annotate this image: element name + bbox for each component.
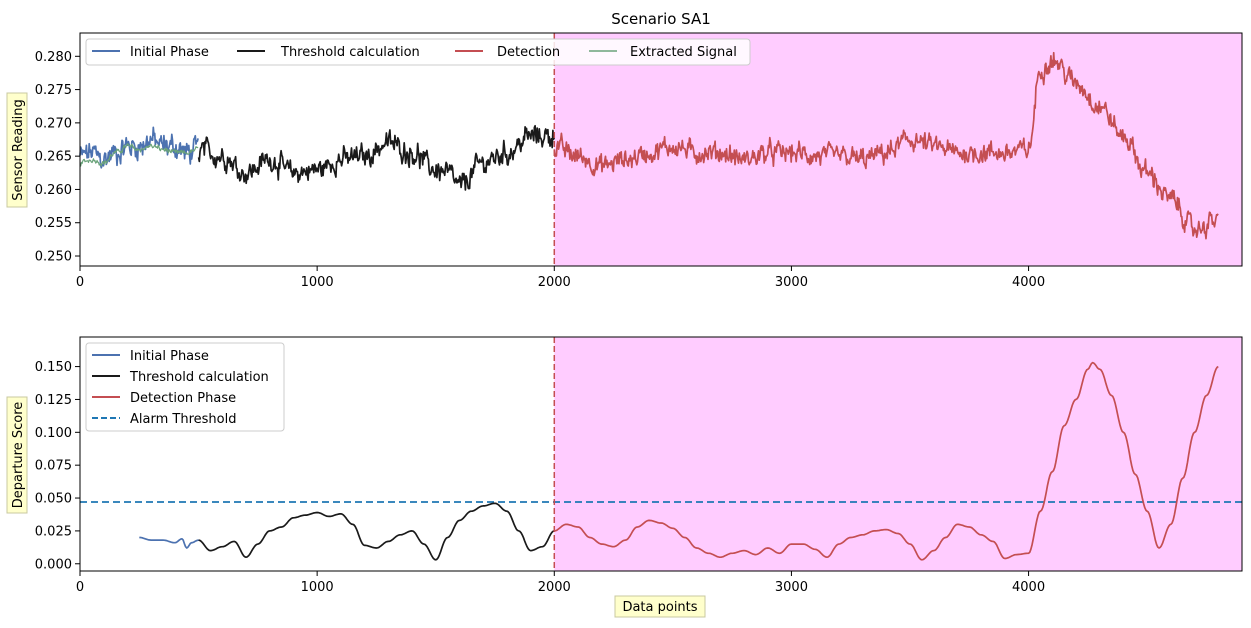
bot-xtick-label: 4000 bbox=[1012, 580, 1045, 595]
bot-ytick-label: 0.150 bbox=[35, 360, 72, 375]
top-legend: Initial Phase Threshold calculation Dete… bbox=[85, 38, 751, 66]
bot-ytick-label: 0.125 bbox=[35, 393, 72, 408]
bottom-xlabel-box bbox=[614, 595, 706, 618]
top-ylabel-box bbox=[6, 92, 28, 208]
top-series-extracted-signal bbox=[79, 143, 199, 167]
top-ytick-label: 0.260 bbox=[35, 183, 72, 198]
bot-ytick-label: 0.025 bbox=[35, 524, 72, 539]
bot-series-initial-phase bbox=[139, 536, 199, 549]
top-series-detection bbox=[553, 51, 1219, 240]
bot-series-detection-phase bbox=[554, 361, 1219, 561]
bot-ytick-label: 0.050 bbox=[35, 492, 72, 507]
top-ylabel-group: Sensor Reading bbox=[6, 92, 28, 208]
bottom-legend-label-alarm: Alarm Threshold bbox=[130, 412, 236, 427]
top-chart-title: Scenario SA1 bbox=[611, 10, 711, 28]
bot-xtick-label: 3000 bbox=[775, 580, 808, 595]
top-ytick-label: 0.270 bbox=[35, 116, 72, 131]
bottom-legend-label-threshold: Threshold calculation bbox=[129, 370, 269, 385]
top-legend-label-detection: Detection bbox=[497, 45, 560, 60]
top-ytick-label: 0.250 bbox=[35, 250, 72, 265]
top-ylabel: Sensor Reading bbox=[11, 99, 26, 200]
top-legend-label-initial: Initial Phase bbox=[130, 45, 209, 60]
bottom-ylabel-group: Departure Score bbox=[6, 396, 28, 514]
top-xtick-label: 1000 bbox=[301, 275, 334, 290]
top-xtick-label: 3000 bbox=[775, 275, 808, 290]
bottom-xlabel: Data points bbox=[622, 600, 697, 615]
top-xtick-label: 0 bbox=[76, 275, 84, 290]
bottom-legend: Initial Phase Threshold calculation Dete… bbox=[85, 342, 285, 432]
bottom-plot-frame bbox=[79, 336, 1243, 572]
bot-ytick-label: 0.075 bbox=[35, 459, 72, 474]
bot-xtick-label: 2000 bbox=[538, 580, 571, 595]
bot-xtick-label: 1000 bbox=[301, 580, 334, 595]
top-ytick-label: 0.280 bbox=[35, 50, 72, 65]
top-legend-label-extracted: Extracted Signal bbox=[630, 45, 737, 60]
bot-ytick-label: 0.000 bbox=[35, 557, 72, 572]
top-legend-frame bbox=[85, 38, 751, 66]
departure-score-chart: 0 1000 2000 3000 4000 0.000 0.025 0.050 0.075 0.… bbox=[6, 336, 1243, 618]
bot-ytick-label: 0.100 bbox=[35, 426, 72, 441]
top-series-threshold-calculation bbox=[197, 124, 556, 191]
bottom-legend-label-initial: Initial Phase bbox=[130, 349, 209, 364]
bottom-ylabel: Departure Score bbox=[11, 402, 26, 509]
bottom-detection-shaded-region bbox=[554, 337, 1242, 571]
bottom-xlabel-group: Data points bbox=[614, 595, 706, 618]
bot-series-threshold-calculation bbox=[198, 502, 555, 561]
bottom-legend-frame bbox=[85, 342, 285, 432]
bottom-ylabel-box bbox=[6, 396, 28, 514]
top-ytick-label: 0.275 bbox=[35, 83, 72, 98]
top-ytick-label: 0.265 bbox=[35, 150, 72, 165]
sensor-reading-chart: 0 1000 2000 3000 4000 0.250 0.255 0.260 0.265 0.… bbox=[6, 10, 1243, 290]
top-legend-label-threshold: Threshold calculation bbox=[280, 45, 420, 60]
top-xtick-label: 4000 bbox=[1012, 275, 1045, 290]
top-xtick-label: 2000 bbox=[538, 275, 571, 290]
top-plot-frame bbox=[79, 32, 1243, 267]
top-ytick-label: 0.255 bbox=[35, 216, 72, 231]
bottom-legend-label-detection: Detection Phase bbox=[130, 391, 236, 406]
bot-xtick-label: 0 bbox=[76, 580, 84, 595]
